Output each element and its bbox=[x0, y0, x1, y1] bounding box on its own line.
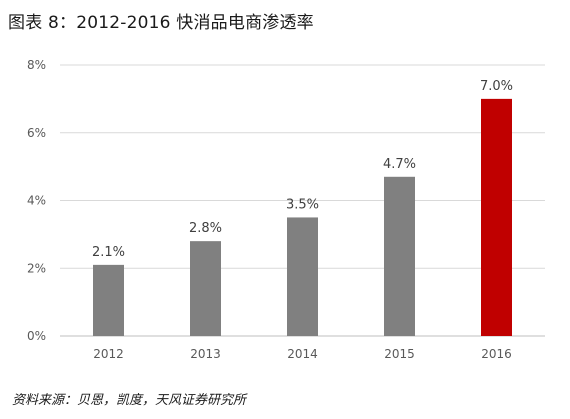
bar-2015 bbox=[384, 176, 415, 336]
bar-2014 bbox=[287, 217, 318, 336]
y-axis-ticks: 0% 2% 4% 6% 8% bbox=[27, 58, 46, 343]
chart-title: 图表 8：2012-2016 快消品电商渗透率 bbox=[8, 13, 314, 33]
data-label-2016: 7.0% bbox=[480, 79, 513, 94]
data-label-2014: 3.5% bbox=[286, 197, 319, 212]
y-tick-label: 2% bbox=[27, 261, 46, 275]
data-label-2013: 2.8% bbox=[189, 221, 222, 236]
bars bbox=[93, 98, 512, 336]
data-label-2015: 4.7% bbox=[383, 157, 416, 172]
data-labels: 2.1% 2.8% 3.5% 4.7% 7.0% bbox=[92, 79, 513, 260]
bar-2012 bbox=[93, 264, 124, 336]
x-tick-label-2012: 2012 bbox=[93, 347, 124, 361]
x-axis-ticks: 2012 2013 2014 2015 2016 bbox=[93, 347, 512, 361]
x-tick-label-2014: 2014 bbox=[287, 347, 318, 361]
y-tick-label: 6% bbox=[27, 126, 46, 140]
y-tick-label: 0% bbox=[27, 329, 46, 343]
bar-2016 bbox=[481, 98, 512, 336]
bar-2013 bbox=[190, 241, 221, 336]
x-tick-label-2016: 2016 bbox=[481, 347, 512, 361]
data-label-2012: 2.1% bbox=[92, 245, 125, 260]
source-note: 资料来源：贝恩，凯度，天风证券研究所 bbox=[12, 393, 247, 408]
x-tick-label-2013: 2013 bbox=[190, 347, 221, 361]
x-tick-label-2015: 2015 bbox=[384, 347, 415, 361]
y-tick-label: 8% bbox=[27, 58, 46, 72]
y-tick-label: 4% bbox=[27, 194, 46, 208]
